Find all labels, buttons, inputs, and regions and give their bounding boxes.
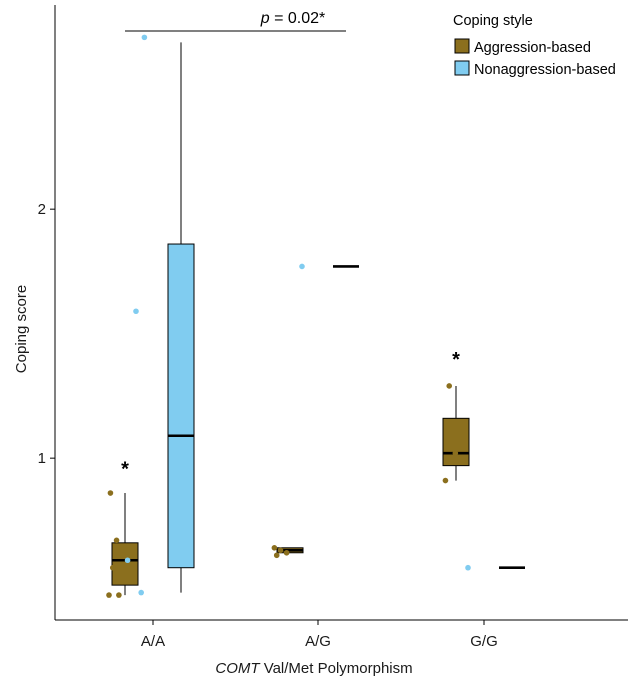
data-point — [109, 564, 116, 571]
data-point — [446, 383, 453, 389]
data-point — [107, 490, 114, 496]
data-point — [138, 589, 144, 596]
data-point — [141, 34, 148, 41]
data-point — [116, 592, 122, 598]
data-point — [106, 592, 112, 598]
data-point — [452, 450, 459, 456]
legend-swatch-nonaggression — [454, 60, 470, 76]
data-point — [124, 557, 131, 564]
significance-star: * — [452, 349, 460, 371]
data-point — [465, 564, 471, 571]
data-point — [277, 547, 284, 554]
x-tick-label: A/A — [141, 633, 165, 650]
data-point — [271, 544, 278, 551]
data-point — [273, 552, 280, 559]
x-tick-label: G/G — [470, 633, 498, 650]
legend-title: Coping style — [453, 13, 533, 29]
data-point — [119, 552, 126, 559]
legend-label-aggression: Aggression-based — [474, 40, 591, 56]
y-axis-title: Coping score — [13, 285, 30, 373]
y-tick-label: 2 — [38, 201, 46, 218]
legend: Coping style Aggression-based Nonaggress… — [453, 13, 616, 78]
data-point — [283, 549, 290, 556]
data-point — [113, 537, 120, 544]
p-value-label: p = 0.02* — [260, 10, 326, 27]
y-tick-label: 1 — [38, 450, 46, 467]
data-point — [133, 308, 139, 315]
box — [167, 243, 195, 569]
data-point — [299, 263, 305, 270]
legend-label-nonaggression: Nonaggression-based — [474, 62, 616, 78]
comparison-annotation: p = 0.02* — [125, 10, 346, 32]
significance-star: * — [121, 459, 129, 481]
x-tick-label: A/G — [305, 633, 331, 650]
box — [111, 542, 139, 586]
legend-swatch-aggression — [454, 38, 470, 54]
data-point — [442, 477, 449, 484]
box — [442, 417, 470, 467]
x-axis-title: COMT Val/Met Polymorphism — [215, 660, 412, 677]
plot-area: 1 2 A/A A/G G/G * * — [38, 5, 628, 650]
